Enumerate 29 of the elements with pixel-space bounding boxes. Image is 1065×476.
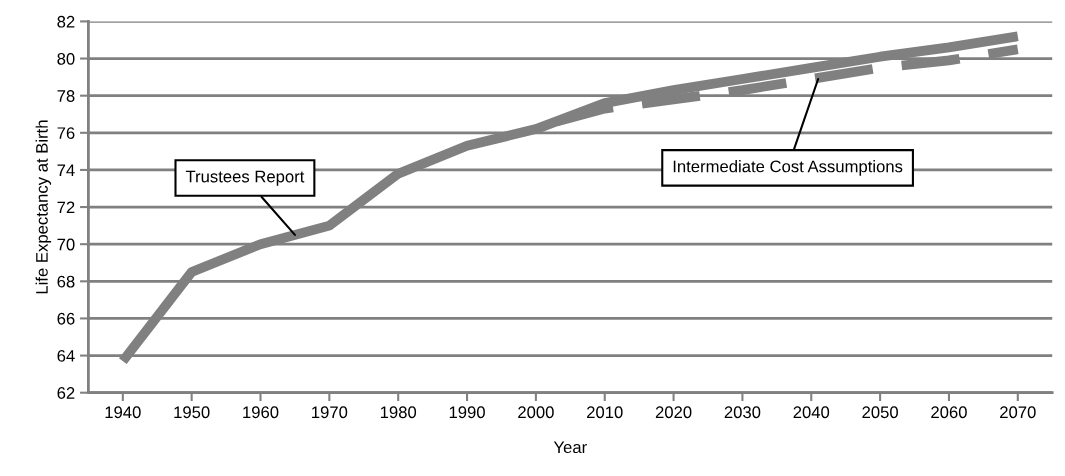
x-tick-label: 2030 — [724, 406, 761, 419]
x-tick-label: 2070 — [1000, 406, 1036, 419]
x-axis-title: Year — [553, 441, 587, 454]
y-tick-label: 62 — [57, 387, 75, 399]
x-tick-label: 1940 — [105, 406, 141, 419]
y-tick-label: 68 — [57, 275, 75, 288]
x-tick-label: 2010 — [587, 406, 623, 419]
x-tick-label: 2060 — [931, 406, 967, 419]
y-tick-label: 72 — [57, 201, 75, 214]
y-tick-label: 78 — [57, 90, 75, 102]
y-tick-label: 66 — [57, 312, 75, 325]
y-tick-label: 76 — [57, 127, 75, 140]
x-tick-label: 1970 — [312, 406, 348, 419]
x-tick-label: 2050 — [862, 406, 898, 419]
x-tick-label: 2020 — [655, 406, 692, 419]
x-tick-label: 2000 — [518, 406, 554, 419]
y-tick-label: 74 — [57, 164, 75, 176]
annotation: Intermediate Cost Assumptions — [673, 160, 903, 176]
x-tick-label: 1990 — [449, 406, 485, 419]
y-tick-label: 80 — [57, 52, 75, 65]
y-tick-label: 64 — [57, 349, 75, 362]
annotation: Trustees Report — [185, 170, 305, 186]
x-tick-label: 1960 — [243, 406, 279, 419]
y-tick-label: 82 — [57, 15, 75, 28]
y-tick-label: 70 — [57, 238, 75, 251]
x-tick-label: 2040 — [793, 406, 830, 419]
x-tick-label: 1950 — [174, 406, 210, 419]
x-tick-label: 1980 — [380, 406, 417, 419]
y-axis-title: Life Expectancy at Birth — [35, 120, 52, 294]
